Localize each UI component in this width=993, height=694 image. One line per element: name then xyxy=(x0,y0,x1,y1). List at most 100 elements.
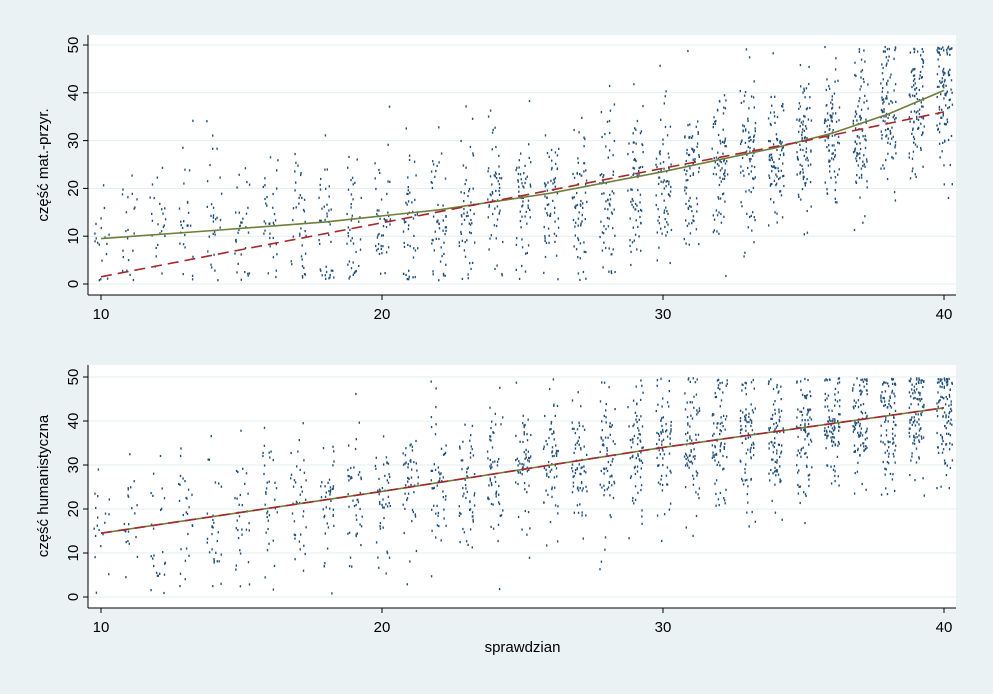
scatter-point xyxy=(376,209,378,212)
scatter-point xyxy=(637,437,639,440)
scatter-point xyxy=(894,83,897,86)
scatter-point xyxy=(711,444,714,447)
scatter-point xyxy=(640,130,643,133)
scatter-point xyxy=(832,418,834,421)
scatter-point xyxy=(692,158,694,161)
scatter-point xyxy=(212,220,215,223)
scatter-point xyxy=(302,510,305,513)
scatter-point xyxy=(920,414,923,417)
scatter-point xyxy=(248,272,251,275)
scatter-point xyxy=(825,88,827,92)
scatter-point xyxy=(827,434,829,437)
scatter-point xyxy=(941,381,943,384)
scatter-point xyxy=(857,406,860,409)
scatter-point xyxy=(409,191,411,194)
scatter-point xyxy=(833,465,836,468)
scatter-point xyxy=(697,131,699,134)
scatter-point xyxy=(831,120,833,123)
scatter-point xyxy=(911,452,913,455)
scatter-point xyxy=(319,183,321,186)
scatter-point xyxy=(883,110,885,113)
scatter-point xyxy=(773,470,776,473)
scatter-point xyxy=(206,512,209,515)
scatter-point xyxy=(357,473,360,476)
scatter-point xyxy=(656,384,658,387)
scatter-point xyxy=(460,214,463,217)
scatter-point xyxy=(524,457,526,460)
scatter-point xyxy=(633,167,636,170)
scatter-point xyxy=(910,377,912,380)
scatter-point xyxy=(604,133,606,136)
scatter-point xyxy=(551,446,554,449)
scatter-point xyxy=(634,208,637,211)
scatter-point xyxy=(548,234,550,237)
scatter-point xyxy=(832,420,834,423)
scatter-point xyxy=(546,472,548,475)
scatter-point xyxy=(668,180,670,183)
scatter-point xyxy=(489,435,491,438)
scatter-point xyxy=(220,485,223,488)
scatter-point xyxy=(432,160,434,163)
scatter-point xyxy=(803,154,805,157)
scatter-point xyxy=(614,442,616,446)
scatter-point xyxy=(797,492,800,495)
scatter-point xyxy=(466,490,468,493)
scatter-point xyxy=(663,209,666,212)
scatter-point xyxy=(547,461,550,464)
scatter-point xyxy=(914,88,916,91)
scatter-point xyxy=(409,444,411,447)
scatter-point xyxy=(94,534,97,537)
scatter-point xyxy=(922,131,924,134)
scatter-point xyxy=(548,436,550,440)
scatter-point xyxy=(638,429,640,432)
scatter-point xyxy=(804,452,806,455)
scatter-point xyxy=(685,454,688,457)
scatter-point xyxy=(468,190,470,193)
scatter-point xyxy=(304,230,306,233)
scatter-point xyxy=(299,232,301,235)
scatter-point xyxy=(881,400,883,403)
scatter-point xyxy=(719,464,721,467)
scatter-point xyxy=(853,425,856,428)
scatter-point xyxy=(378,168,380,171)
scatter-point xyxy=(635,128,637,131)
scatter-point xyxy=(854,115,856,118)
scatter-point xyxy=(382,435,385,438)
scatter-point xyxy=(657,208,659,211)
scatter-point xyxy=(943,385,945,388)
scatter-point xyxy=(550,148,553,152)
scatter-point xyxy=(527,244,530,247)
scatter-point xyxy=(356,532,358,535)
scatter-point xyxy=(324,485,326,488)
scatter-point xyxy=(661,232,663,235)
scatter-point xyxy=(609,514,611,517)
scatter-point xyxy=(852,430,855,433)
scatter-point xyxy=(633,172,635,175)
scatter-point xyxy=(744,251,746,254)
scatter-point xyxy=(668,390,670,393)
scatter-point xyxy=(834,134,836,137)
scatter-point xyxy=(468,231,471,234)
scatter-point xyxy=(834,420,836,423)
scatter-point xyxy=(636,420,638,424)
scatter-point xyxy=(521,215,523,218)
scatter-point xyxy=(573,245,575,248)
scatter-point xyxy=(860,427,863,430)
scatter-point xyxy=(884,45,886,49)
scatter-point xyxy=(804,522,806,525)
scatter-point xyxy=(264,222,267,225)
scatter-point xyxy=(824,181,826,184)
scatter-point xyxy=(580,224,582,227)
scatter-point xyxy=(659,162,662,165)
scatter-point xyxy=(752,454,755,457)
scatter-point xyxy=(267,272,269,275)
scatter-point xyxy=(402,463,405,466)
scatter-point xyxy=(919,398,921,401)
scatter-point xyxy=(852,122,854,125)
scatter-point xyxy=(129,453,131,456)
scatter-point xyxy=(717,157,719,160)
scatter-point xyxy=(779,455,781,458)
scatter-point xyxy=(711,147,713,150)
scatter-point xyxy=(324,168,326,171)
scatter-point xyxy=(947,420,950,423)
